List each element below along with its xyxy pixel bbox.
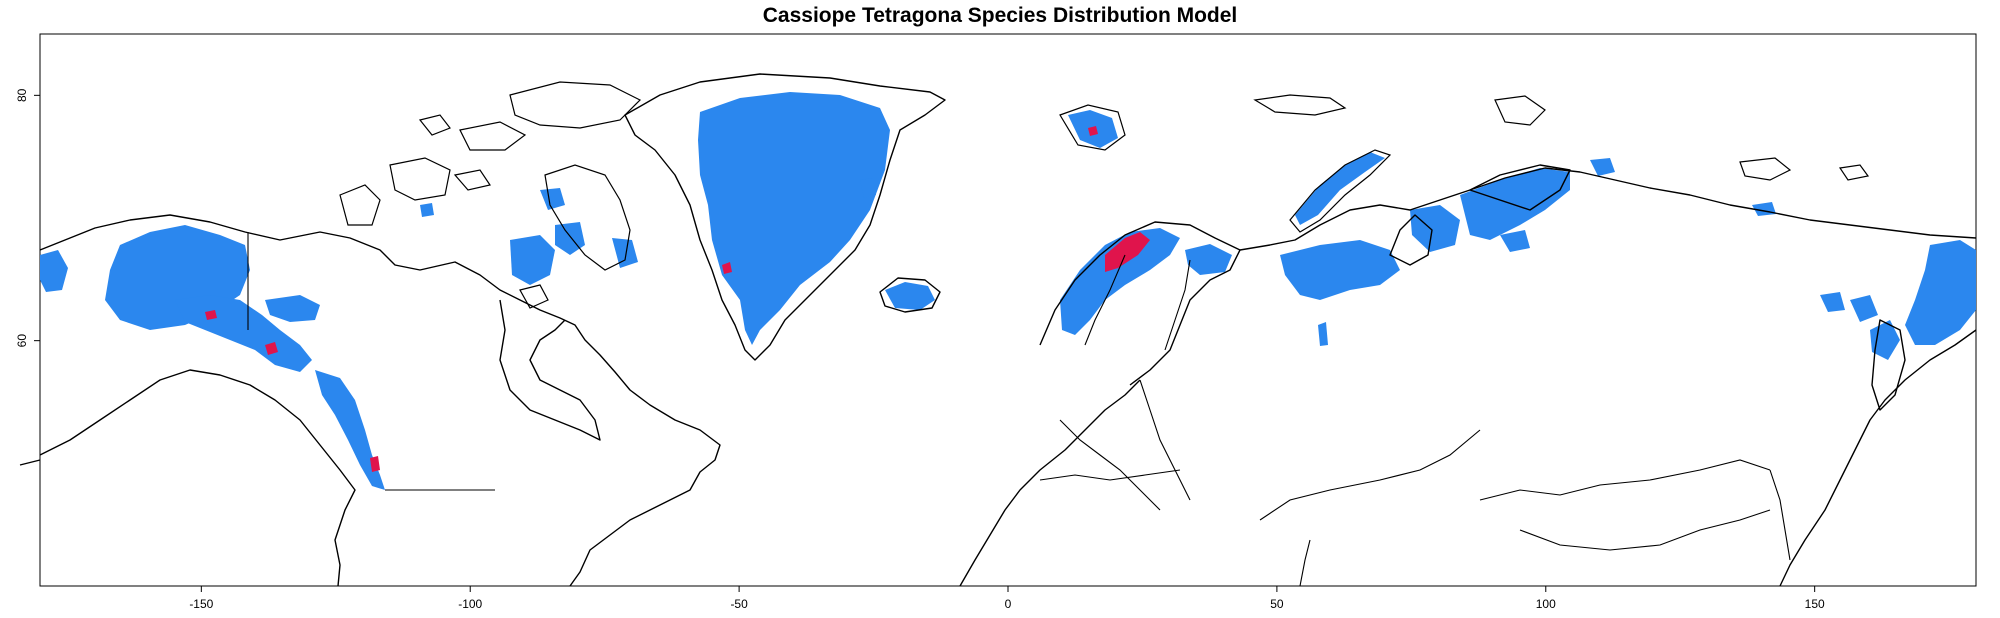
novaya-zemlya-presence (1295, 152, 1385, 225)
devon-island (459, 121, 527, 151)
presence-layer (40, 92, 1976, 490)
europe-borders-2 (1139, 379, 1191, 501)
europe-borders-1 (1059, 419, 1161, 511)
ellesmere-island (509, 81, 642, 129)
new-siberian-islands (1739, 157, 1792, 181)
x-tick-label: 50 (1270, 597, 1284, 611)
north-america-coast (39, 214, 721, 587)
russia-kazakhstan-border (1259, 429, 1481, 521)
europe-borders-3 (1039, 469, 1181, 481)
yamal-presence (1280, 240, 1400, 300)
sweden-norway-border (1084, 254, 1126, 346)
y-tick-label: 60 (15, 334, 29, 348)
alaska-hotspot (205, 310, 217, 320)
arctic-isles-small-2 (453, 169, 491, 191)
greenland-coast (624, 73, 946, 361)
kazakhstan-border-2 (1299, 539, 1311, 587)
china-border-east (1769, 469, 1791, 561)
x-tick-label: -150 (189, 597, 213, 611)
x-tick-label: 0 (1005, 597, 1012, 611)
y-tick-label: 80 (15, 88, 29, 102)
canadian-arctic-presence-3 (612, 238, 638, 268)
arctic-isles-small-1 (418, 114, 451, 136)
bc-mountains-presence (315, 370, 385, 490)
x-tick-label: -50 (730, 597, 748, 611)
canadian-arctic-presence-4 (540, 188, 565, 210)
map-title: Cassiope Tetragona Species Distribution … (762, 4, 1238, 27)
taymyr-coast (1469, 164, 1571, 211)
taymyr-presence (1460, 168, 1570, 240)
victoria-island (389, 157, 451, 201)
baffin-island (544, 164, 631, 271)
greenland-hotspot (722, 262, 732, 274)
greenland-presence (698, 92, 890, 345)
russia-mongolia-border (1479, 459, 1771, 501)
europe-coast (959, 379, 1141, 587)
iceland-coast (879, 277, 941, 313)
taymyr-presence-2 (1500, 230, 1530, 252)
canadian-arctic-presence-1 (510, 235, 555, 285)
east-greenland-presence (860, 178, 876, 198)
east-siberia-presence (1850, 295, 1878, 322)
severnaya-presence (1590, 158, 1615, 176)
yukon-hotspot (265, 342, 278, 355)
russia-east-coast (1779, 329, 1977, 587)
yamal-coast (1389, 214, 1433, 266)
alaska-coast (39, 369, 356, 587)
banks-island (339, 184, 381, 226)
gydan-presence (1410, 205, 1460, 252)
kola-presence (1185, 244, 1232, 275)
kamchatka-coast (1871, 319, 1906, 411)
bc-hotspot (370, 456, 380, 472)
plot-frame (39, 33, 1977, 587)
svalbard-hotspot (1088, 126, 1098, 136)
mackenzie-presence (265, 295, 320, 322)
kamchatka-presence (1870, 320, 1900, 360)
svalbard-coast (1059, 104, 1126, 151)
southampton-island (519, 284, 549, 309)
scandinavia-coast (1039, 221, 1241, 386)
canadian-arctic-presence-2 (555, 222, 585, 255)
west-alaska-presence (40, 250, 68, 292)
wrangel-island (1838, 164, 1870, 181)
country-borders (247, 232, 1791, 587)
franz-josef-land (1253, 94, 1347, 116)
scandinavia-hotspot (1105, 232, 1150, 272)
severnaya-zemlya (1494, 95, 1546, 126)
aleutian-chain (19, 459, 41, 466)
russia-north-coast (1239, 167, 1977, 251)
x-tick-label: 100 (1536, 597, 1556, 611)
mongolia-china-border (1519, 509, 1771, 551)
scandinavia-presence (1060, 228, 1180, 335)
coastlines (19, 73, 1977, 587)
iceland-presence (885, 282, 935, 310)
ural-presence (1318, 322, 1328, 346)
x-tick-label: 150 (1805, 597, 1825, 611)
hudson-bay-coast (499, 299, 601, 441)
chukotka-presence (1905, 240, 1976, 345)
canadian-archipelago-presence (420, 203, 434, 217)
axis-ticks: -150 -100 -50 0 50 100 150 60 80 (15, 88, 1825, 611)
finland-russia-border (1164, 259, 1191, 351)
chukotka-presence-2 (1820, 292, 1845, 312)
novaya-zemlya-coast (1289, 149, 1392, 233)
high-suitability-layer (205, 126, 1150, 472)
x-tick-label: -100 (458, 597, 482, 611)
